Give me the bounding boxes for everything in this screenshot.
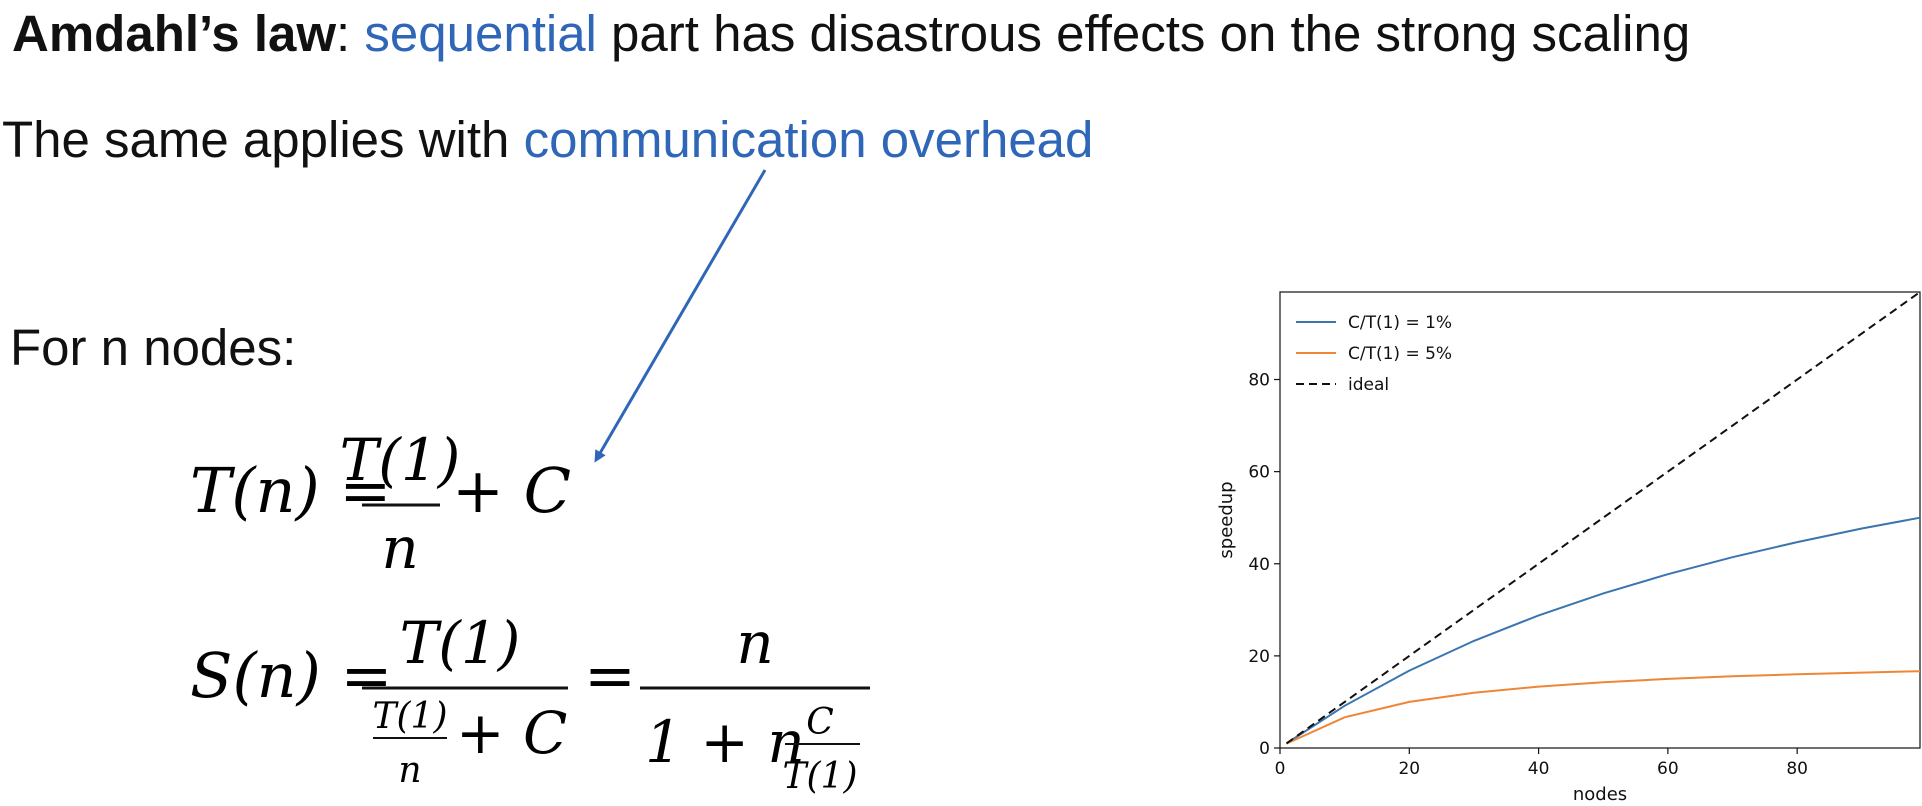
heading-rest: part has disastrous effects on the stron… xyxy=(596,5,1691,62)
eq2-den-frac-num: T(1) xyxy=(372,696,447,737)
for-n-nodes-label: For n nodes: xyxy=(10,319,297,376)
x-axis-label: nodes xyxy=(1573,784,1627,805)
equation-speedup: S(n) = T(1) T(1) n + C = n 1 + n C T(1) xyxy=(190,610,870,797)
speedup-chart: 0 20 40 60 80 0 20 40 60 80 nodes speedup C/T(1) = 1… xyxy=(1216,291,1921,805)
line2-prefix: The same applies with xyxy=(2,111,524,168)
y-tick-label: 20 xyxy=(1248,647,1270,667)
y-tick-label: 40 xyxy=(1248,555,1270,575)
eq2-numerator: T(1) xyxy=(400,610,521,677)
x-tick-label: 40 xyxy=(1528,759,1550,779)
eq1-numerator: T(1) xyxy=(340,426,461,494)
eq1-denominator: n xyxy=(381,514,418,575)
heading-amdahls-law: Amdahl’s law: sequential part has disast… xyxy=(12,8,1690,59)
colon: : xyxy=(336,5,365,62)
y-tick-label: 60 xyxy=(1248,463,1270,483)
amdahls-law-term: Amdahl’s law xyxy=(12,5,337,62)
legend-label-1: C/T(1) = 1% xyxy=(1348,313,1452,333)
x-tick-label: 60 xyxy=(1657,759,1679,779)
legend-label-3: ideal xyxy=(1348,375,1389,395)
eq1-tail: + C xyxy=(452,454,571,527)
communication-overhead-highlight: communication overhead xyxy=(523,111,1094,168)
x-tick-label: 20 xyxy=(1398,759,1420,779)
y-tick-label: 0 xyxy=(1259,739,1270,759)
y-axis-label: speedup xyxy=(1216,481,1237,558)
y-tick-label: 80 xyxy=(1248,371,1270,391)
x-tick-label: 0 xyxy=(1275,759,1286,779)
sequential-highlight: sequential xyxy=(364,5,597,62)
eq2-equals: = xyxy=(584,639,636,712)
x-tick-label: 80 xyxy=(1786,759,1808,779)
communication-overhead-line: The same applies with communication over… xyxy=(2,114,1093,165)
eq2-rhs-den-frac-num: C xyxy=(806,702,834,743)
series-line-1 xyxy=(1285,516,1921,745)
eq1-lhs: T(n) = xyxy=(190,454,391,527)
equation-time: T(n) = T(1) n + C xyxy=(190,426,571,575)
eq2-rhs-den-frac-den: T(1) xyxy=(782,756,857,797)
plot-frame xyxy=(1279,291,1921,749)
series-line-2 xyxy=(1286,670,1921,745)
eq2-rhs-den-prefix: 1 + n xyxy=(645,708,805,776)
eq2-rhs-numerator: n xyxy=(736,610,773,677)
eq2-den-tail: + C xyxy=(456,699,567,767)
legend-label-2: C/T(1) = 5% xyxy=(1348,344,1452,364)
eq2-lhs: S(n) = xyxy=(190,639,392,712)
eq2-den-frac-den: n xyxy=(398,750,421,791)
